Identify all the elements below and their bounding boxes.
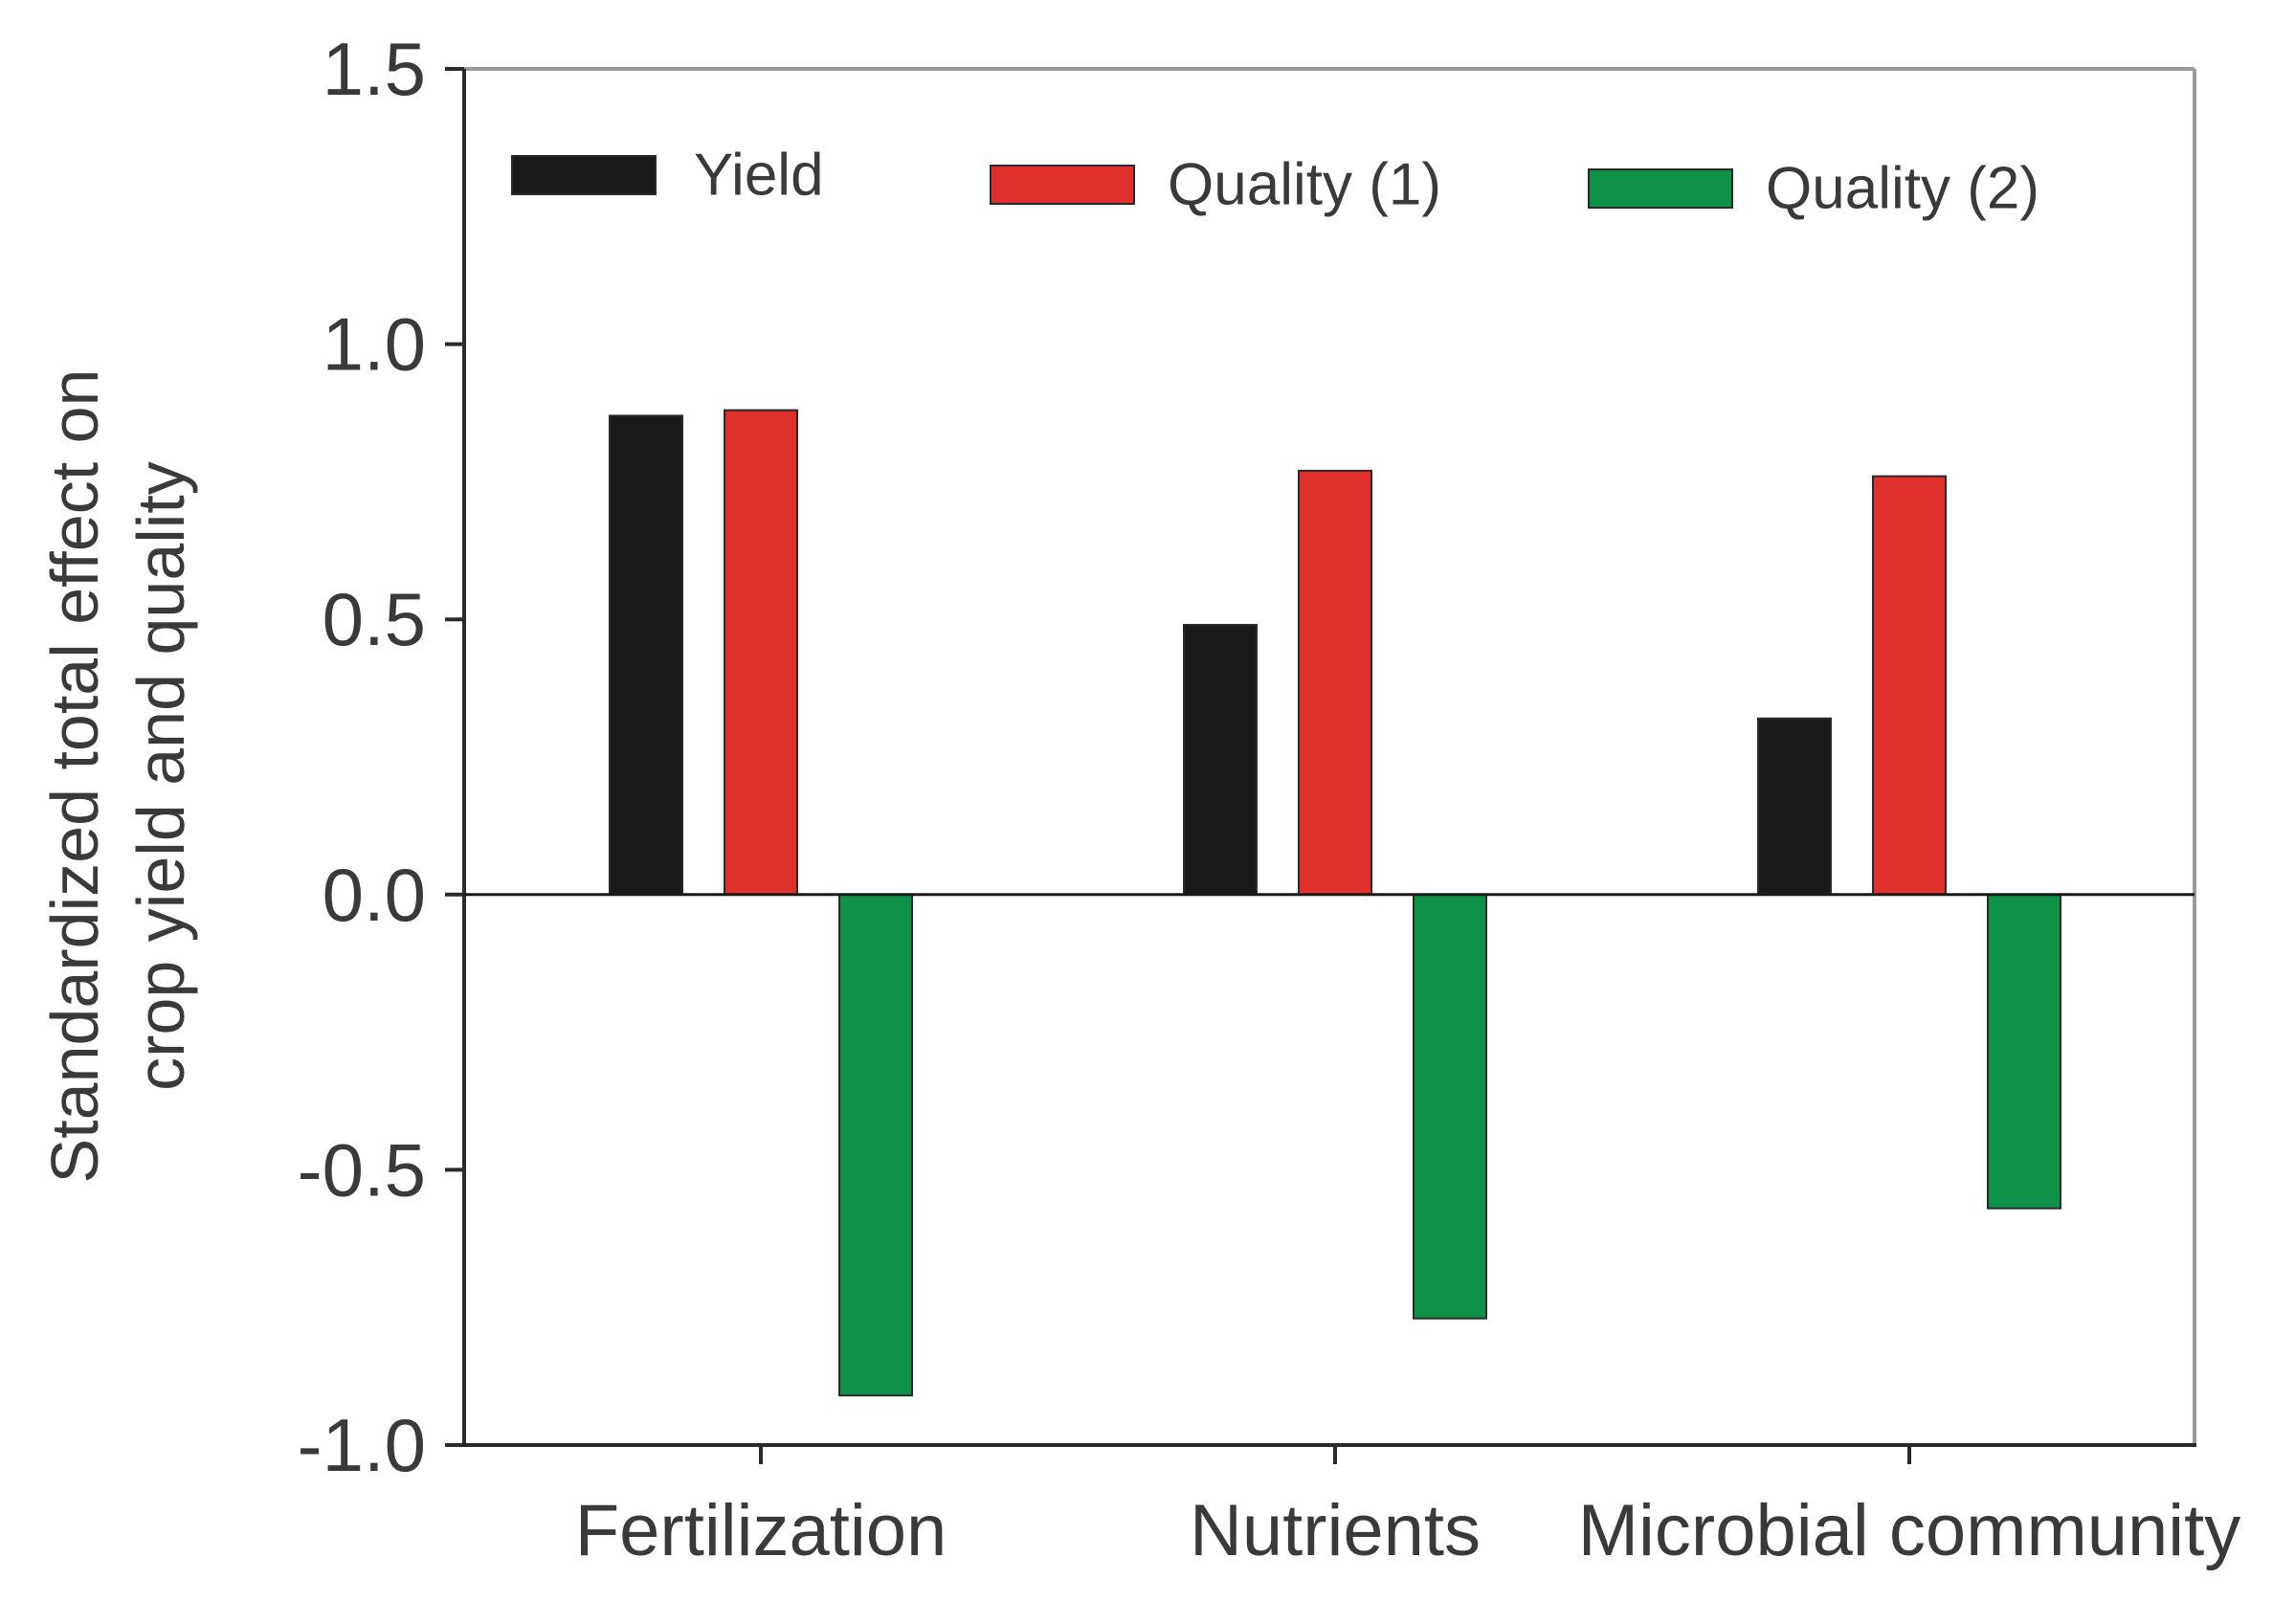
bar-quality-2-microbial-community bbox=[1987, 893, 2061, 1210]
y-tick-label: 1.5 bbox=[323, 27, 426, 111]
x-tick-label: Fertilization bbox=[575, 1490, 947, 1571]
bar-yield-nutrients bbox=[1183, 623, 1258, 896]
y-tick-label: 0.5 bbox=[323, 577, 426, 661]
y-axis-title: Standardized total effect on crop yield a… bbox=[37, 369, 198, 1184]
bar-quality-2-fertilization bbox=[838, 893, 913, 1397]
legend: Yield Quality (1) Quality (2) bbox=[511, 143, 2039, 222]
y-tick-label: -1.0 bbox=[298, 1403, 426, 1487]
y-tick-label: 1.0 bbox=[323, 302, 426, 387]
x-tick-label: Nutrients bbox=[1190, 1490, 1481, 1571]
legend-swatch bbox=[511, 155, 657, 195]
plot-area bbox=[609, 409, 2061, 1397]
legend-label: Yield bbox=[694, 143, 824, 209]
legend-swatch bbox=[1588, 168, 1733, 209]
bar-yield-microbial-community bbox=[1757, 717, 1832, 896]
x-tick-label: Microbial community bbox=[1578, 1490, 2241, 1571]
y-axis-title-line: crop yield and quality bbox=[123, 461, 198, 1091]
bar-quality-2-nutrients bbox=[1413, 893, 1487, 1320]
axes: -1.0 -0.5 0.0 0.5 1.0 1.5 Standardized total e… bbox=[37, 27, 2240, 1571]
legend-label: Quality (1) bbox=[1168, 152, 1441, 218]
legend-swatch bbox=[990, 165, 1135, 205]
bar-quality-1-nutrients bbox=[1298, 469, 1372, 896]
y-tick-label: 0.0 bbox=[323, 853, 426, 937]
y-axis-title-line: Standardized total effect on bbox=[37, 369, 112, 1184]
bar-yield-fertilization bbox=[609, 414, 683, 896]
y-tick-label: -0.5 bbox=[298, 1127, 426, 1212]
legend-label: Quality (2) bbox=[1766, 156, 2039, 222]
bar-quality-1-fertilization bbox=[724, 409, 798, 896]
bar-quality-1-microbial-community bbox=[1872, 475, 1947, 896]
